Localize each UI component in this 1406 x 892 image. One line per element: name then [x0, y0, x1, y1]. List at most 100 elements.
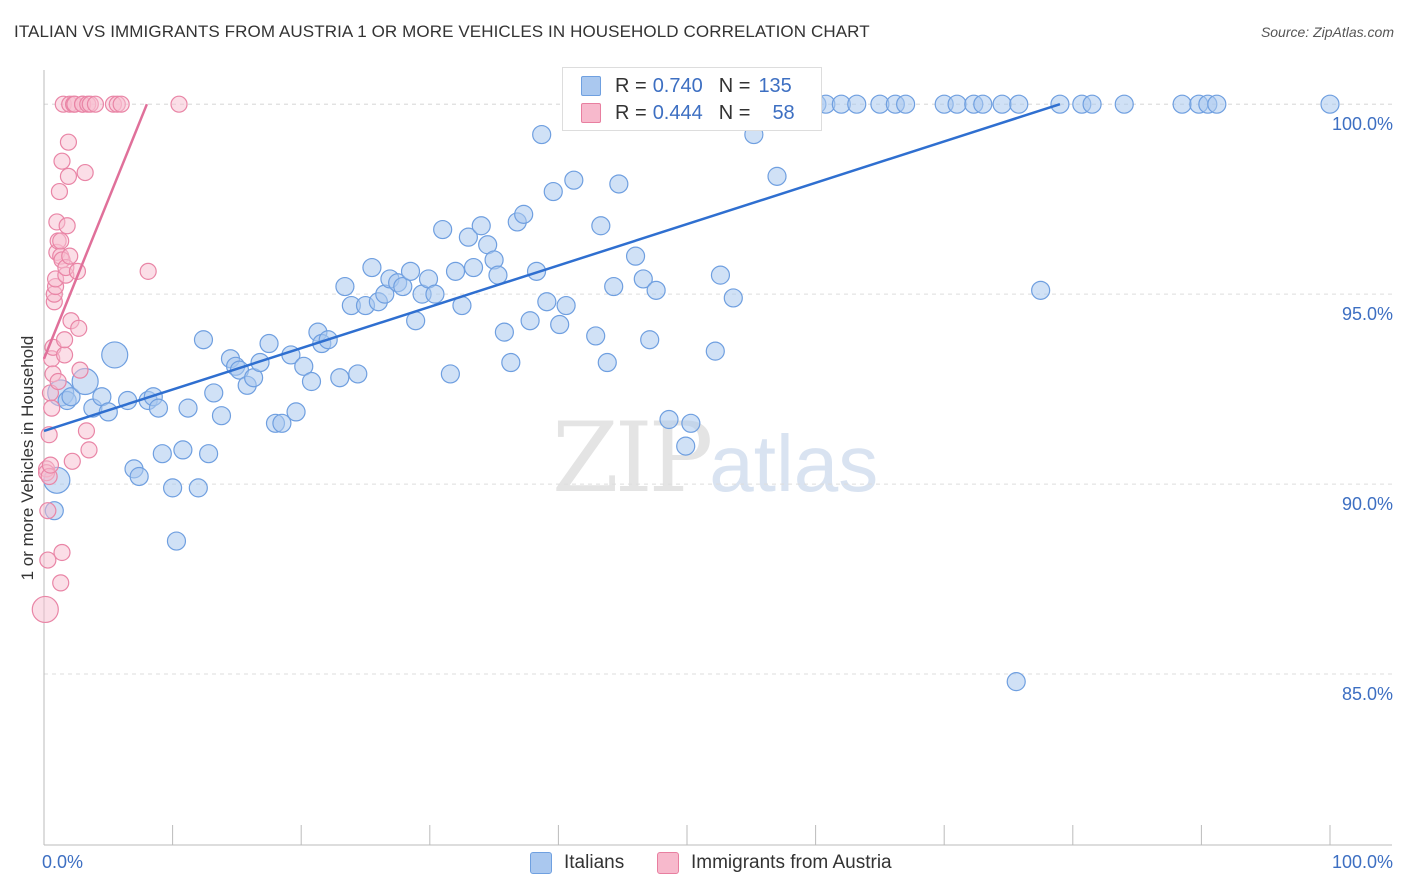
data-point-italians: [433, 219, 453, 240]
data-point-austria: [76, 163, 94, 182]
x-tick-label-max: 100.0%: [1332, 852, 1393, 872]
data-point-italians: [1207, 94, 1227, 114]
data-point-italians: [362, 257, 382, 278]
legend-n-label: N =: [718, 74, 751, 97]
source-credit: Source: ZipAtlas.com: [1260, 24, 1394, 40]
data-point-italians: [101, 341, 129, 369]
data-point-austria: [50, 182, 69, 201]
data-point-italians: [471, 216, 491, 236]
legend-r-label: R =: [615, 74, 647, 97]
data-point-italians: [633, 269, 653, 289]
y-tick-label: 95.0%: [1342, 304, 1393, 324]
data-point-italians: [425, 284, 445, 304]
series-legend-italians[interactable]: Italians: [530, 852, 624, 874]
data-point-italians: [152, 444, 172, 464]
data-point-italians: [272, 413, 292, 433]
data-point-italians: [501, 352, 521, 373]
data-point-austria: [80, 441, 98, 459]
y-tick-label: 85.0%: [1342, 684, 1393, 704]
data-point-italians: [330, 368, 350, 388]
label-layer: 85.0% 90.0% 95.0% 100.0% 0.0% 100.0% 1 or more…: [18, 114, 1393, 872]
data-point-austria: [52, 232, 70, 250]
data-point-austria: [53, 152, 71, 170]
chart-title: ITALIAN VS IMMIGRANTS FROM AUSTRIA 1 OR …: [14, 22, 870, 41]
data-point-austria: [139, 262, 157, 280]
data-point-austria: [52, 574, 70, 592]
trend-line-italians: [43, 103, 1061, 433]
series-legend: Italians Immigrants from Austria: [0, 852, 1406, 878]
series-label-italians: Italians: [564, 852, 625, 873]
data-point-italians: [1006, 672, 1026, 692]
data-point-italians: [301, 371, 322, 392]
data-point-italians: [188, 478, 208, 498]
data-point-italians: [625, 246, 646, 266]
data-point-italians: [646, 280, 666, 300]
data-point-austria: [170, 95, 188, 113]
data-point-italians: [335, 276, 355, 297]
data-point-austria: [70, 319, 88, 337]
data-point-italians: [564, 170, 584, 190]
points-layer: [31, 94, 1340, 692]
data-point-italians: [1320, 94, 1340, 114]
data-point-italians: [204, 383, 224, 403]
data-point-austria: [39, 551, 57, 569]
data-point-italians: [173, 440, 193, 460]
data-point-italians: [193, 330, 214, 350]
data-point-italians: [148, 398, 169, 418]
data-point-italians: [1031, 280, 1051, 300]
data-point-italians: [520, 311, 540, 331]
legend-r-value-italians: 0.740: [652, 74, 703, 97]
data-point-italians: [896, 94, 916, 114]
y-tick-label: 100.0%: [1332, 114, 1393, 134]
data-point-italians: [597, 352, 617, 373]
y-tick-label: 90.0%: [1342, 494, 1393, 514]
data-point-italians: [458, 227, 478, 247]
series-swatch-italians: [530, 852, 552, 874]
x-tick-label-min: 0.0%: [42, 852, 83, 872]
data-point-italians: [463, 257, 484, 278]
data-point-italians: [847, 94, 867, 114]
data-point-austria: [112, 95, 130, 113]
data-point-italians: [286, 402, 306, 422]
data-point-austria: [49, 372, 67, 391]
y-axis-label: 1 or more Vehicles in Household: [18, 336, 37, 581]
series-swatch-austria: [657, 852, 679, 874]
data-point-italians: [532, 124, 552, 145]
data-point-italians: [1009, 94, 1029, 114]
data-point-italians: [348, 364, 368, 384]
data-point-italians: [537, 292, 557, 312]
legend-n-value-austria: 58: [772, 101, 795, 124]
legend-n-value-italians: 135: [758, 74, 792, 97]
data-point-austria: [77, 422, 96, 440]
trend-line-austria: [42, 103, 149, 360]
data-point-italians: [1172, 94, 1192, 114]
data-point-italians: [445, 261, 466, 281]
data-point-austria: [53, 543, 71, 562]
watermark-atlas: atlas: [709, 419, 879, 508]
data-point-austria: [31, 595, 59, 624]
data-point-italians: [543, 181, 563, 202]
data-point-italians: [992, 94, 1012, 114]
data-point-italians: [556, 295, 576, 316]
data-point-austria: [55, 331, 74, 349]
data-point-italians: [947, 94, 967, 114]
data-point-italians: [604, 276, 624, 297]
legend-row-italians: R = 0.740 N = 135: [581, 74, 792, 98]
data-point-austria: [39, 502, 57, 520]
legend-n-label: N =: [718, 101, 751, 124]
data-point-austria: [43, 399, 61, 417]
data-point-italians: [676, 436, 696, 456]
data-point-italians: [440, 364, 460, 384]
data-point-austria: [61, 247, 79, 265]
data-point-italians: [163, 478, 183, 498]
data-point-italians: [400, 261, 421, 281]
data-point-italians: [166, 531, 187, 551]
legend-row-austria: R = 0.444 N = 58: [581, 101, 795, 125]
series-legend-austria[interactable]: Immigrants from Austria: [657, 852, 892, 874]
data-point-italians: [294, 356, 314, 376]
data-point-italians: [591, 216, 611, 236]
data-point-italians: [550, 314, 570, 335]
data-point-italians: [681, 413, 701, 433]
data-point-italians: [199, 444, 219, 464]
